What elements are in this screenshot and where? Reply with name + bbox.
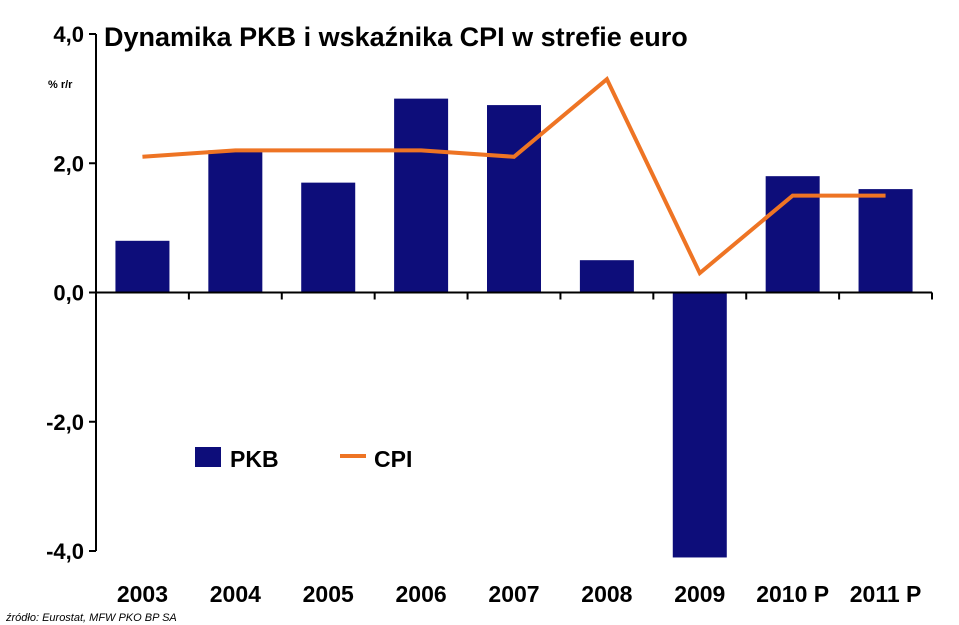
bar-pkb-8 [858, 189, 913, 293]
legend-pkb-label: PKB [230, 446, 279, 472]
x-axis-tick-labels: 2003 2004 2005 2006 2007 2008 2009 2010 P 2011 P [117, 581, 922, 607]
source-note: źródło: Eurostat, MFW PKO BP SA [5, 612, 177, 624]
x-tick-label-4: 2007 [488, 581, 539, 607]
bar-pkb-2 [301, 182, 356, 293]
legend-pkb-swatch [195, 447, 221, 467]
y-tick-label-2: 0,0 [53, 281, 84, 306]
bar-pkb-1 [208, 150, 263, 293]
y-tick-label-4: -4,0 [46, 539, 84, 564]
x-tick-label-3: 2006 [396, 581, 447, 607]
legend: PKB CPI [195, 446, 412, 472]
x-tick-label-0: 2003 [117, 581, 168, 607]
x-tick-label-7: 2010 P [756, 581, 829, 607]
y-tick-label-1: 2,0 [53, 151, 84, 176]
legend-cpi-label: CPI [374, 446, 412, 472]
x-tick-label-2: 2005 [303, 581, 354, 607]
bar-pkb-6 [672, 292, 727, 558]
axes [89, 33, 933, 552]
y-tick-label-0: 4,0 [53, 22, 84, 47]
bar-pkb-3 [394, 98, 449, 293]
x-tick-label-6: 2009 [674, 581, 725, 607]
y-tick-label-3: -2,0 [46, 410, 84, 435]
bar-pkb-5 [579, 260, 634, 293]
bar-pkb-0 [115, 240, 170, 293]
x-tick-label-5: 2008 [581, 581, 632, 607]
y-axis-unit-label: % r/r [48, 79, 73, 91]
x-tick-label-8: 2011 P [850, 581, 922, 607]
bar-pkb-4 [487, 105, 541, 293]
x-tick-label-1: 2004 [210, 581, 261, 607]
chart-title: Dynamika PKB i wskaźnika CPI w strefie e… [104, 22, 688, 52]
pkb-bars [115, 98, 913, 558]
cpi-line [142, 76, 886, 277]
y-axis-tick-labels: 4,0 2,0 0,0 -2,0 -4,0 [46, 22, 84, 564]
cpi-line-group [142, 76, 886, 277]
